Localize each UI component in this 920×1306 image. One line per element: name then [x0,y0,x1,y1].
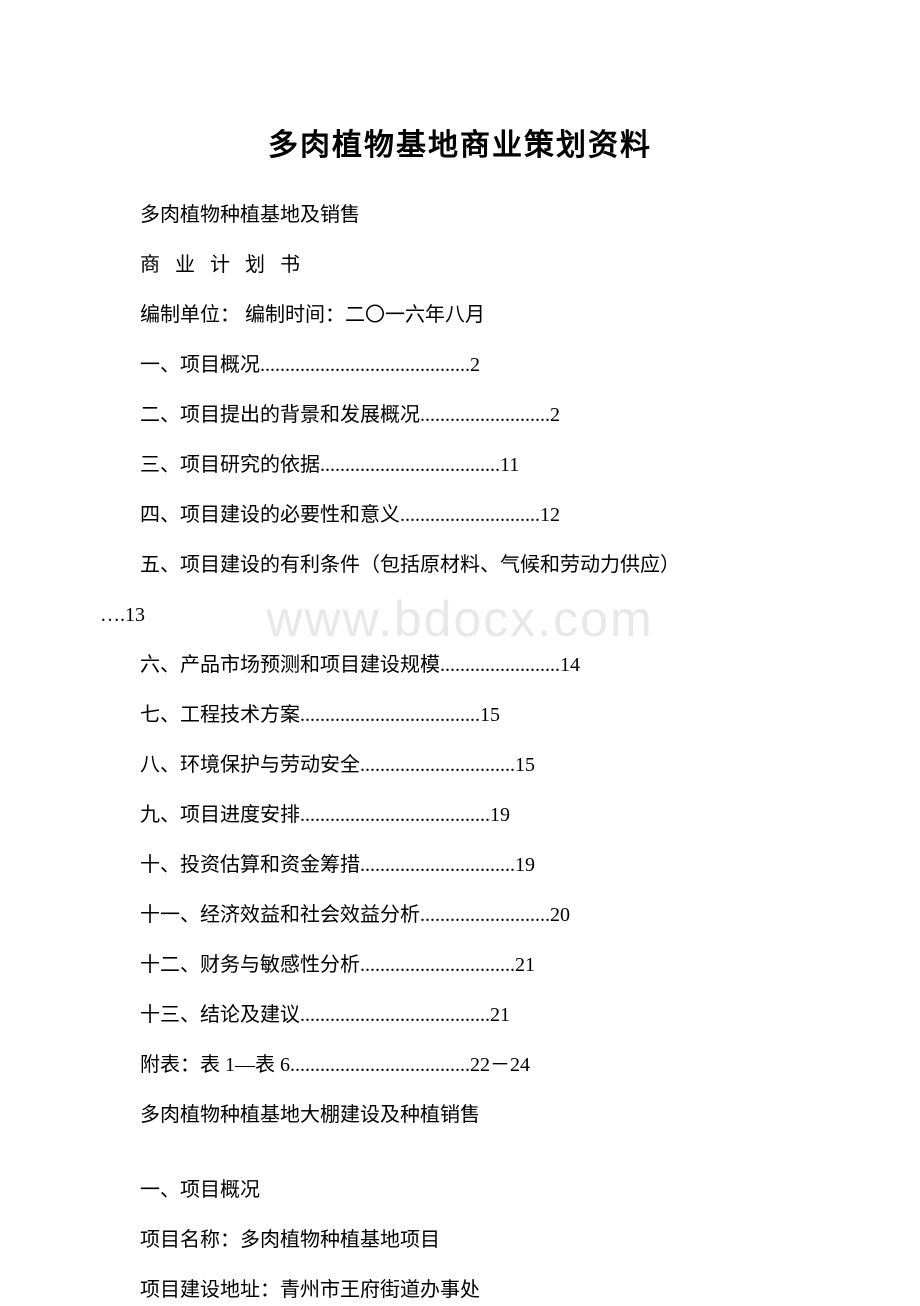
toc-item-3: 三、项目研究的依据...............................… [100,449,820,481]
toc-appendix: 附表：表 1—表 6..............................… [100,1049,820,1081]
document-title: 多肉植物基地商业策划资料 [100,120,820,164]
section-gap [100,1149,820,1174]
toc-item-4: 四、项目建设的必要性和意义...........................… [100,499,820,531]
toc-item-6: 六、产品市场预测和项目建设规模........................1… [100,649,820,681]
toc-item-13: 十三、结论及建议................................… [100,999,820,1031]
toc-item-9: 九、项目进度安排................................… [100,799,820,831]
meta-line: 编制单位： 编制时间：二〇一六年八月 [100,299,820,331]
toc-item-5a: 五、项目建设的有利条件（包括原材料、气候和劳动力供应） [100,549,820,581]
toc-item-11: 十一、经济效益和社会效益分析..........................… [100,899,820,931]
toc-item-5b: ….13 [100,599,820,631]
toc-item-10: 十、投资估算和资金筹措.............................… [100,849,820,881]
subtitle-line-1: 多肉植物种植基地及销售 [100,199,820,231]
section-1-title: 一、项目概况 [100,1174,820,1206]
section-heading: 多肉植物种植基地大棚建设及种植销售 [100,1099,820,1131]
toc-item-12: 十二、财务与敏感性分析.............................… [100,949,820,981]
subtitle-line-2: 商 业 计 划 书 [100,249,820,281]
toc-item-1: 一、项目概况..................................… [100,349,820,381]
document-content: 多肉植物基地商业策划资料 多肉植物种植基地及销售 商 业 计 划 书 编制单位：… [100,120,820,1306]
project-address: 项目建设地址：青州市王府街道办事处 [100,1274,820,1306]
project-name: 项目名称：多肉植物种植基地项目 [100,1224,820,1256]
toc-item-8: 八、环境保护与劳动安全.............................… [100,749,820,781]
toc-item-2: 二、项目提出的背景和发展概况..........................… [100,399,820,431]
toc-item-7: 七、工程技术方案................................… [100,699,820,731]
